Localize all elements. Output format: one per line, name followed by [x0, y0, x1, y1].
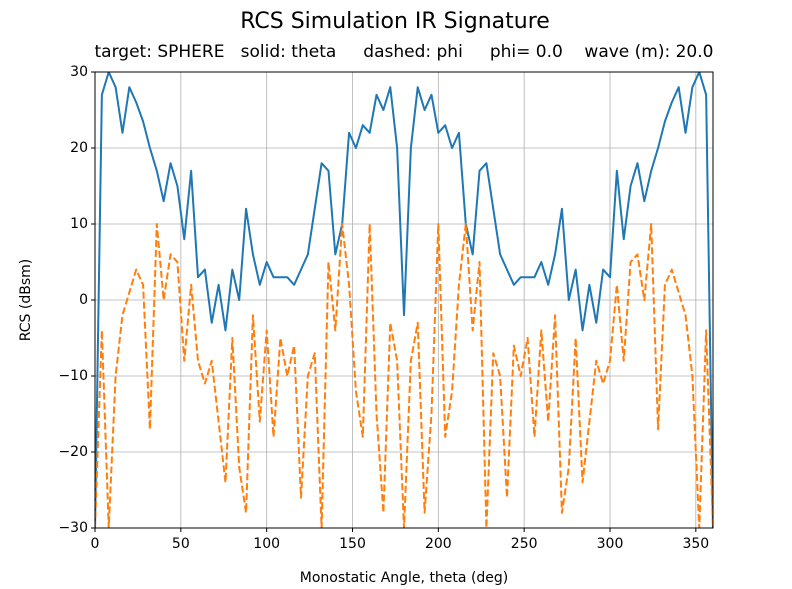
- x-tick-label: 100: [253, 536, 280, 552]
- y-tick-label: 30: [70, 64, 88, 80]
- y-tick-label: −30: [58, 520, 88, 536]
- chart-title: RCS Simulation IR Signature: [240, 9, 550, 34]
- series-line: [95, 223, 713, 528]
- series-line: [95, 72, 713, 528]
- y-tick-label: 20: [70, 140, 88, 156]
- x-tick-label: 300: [597, 536, 624, 552]
- y-axis-label: RCS (dBsm): [18, 259, 34, 342]
- plot-lines: [95, 72, 713, 528]
- x-tick-label: 50: [172, 536, 190, 552]
- y-tick-label: 0: [79, 292, 88, 308]
- y-tick-label: −20: [58, 444, 88, 460]
- x-tick-label: 350: [682, 536, 709, 552]
- x-tick-label: 150: [339, 536, 366, 552]
- y-tick-label: −10: [58, 368, 88, 384]
- grid: [94, 71, 713, 529]
- chart-subtitle: target: SPHERE solid: theta dashed: phi …: [95, 42, 714, 62]
- x-axis-label: Monostatic Angle, theta (deg): [300, 570, 509, 586]
- y-tick-label: 10: [70, 216, 88, 232]
- x-tick-label: 200: [425, 536, 452, 552]
- x-tick-label: 0: [91, 536, 100, 552]
- x-tick-label: 250: [511, 536, 538, 552]
